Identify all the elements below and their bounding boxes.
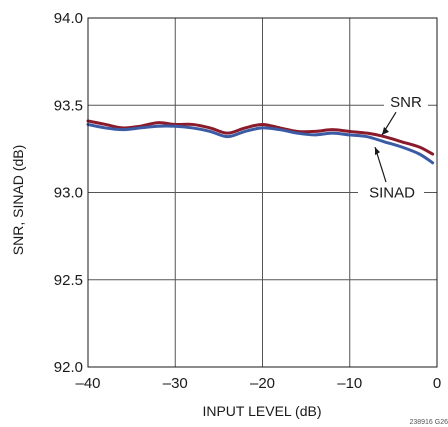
y-axis-title: SNR, SINAD (dB) <box>10 145 26 255</box>
callout-snr: SNR <box>390 94 422 111</box>
y-tick-label: 92.5 <box>54 272 83 289</box>
x-tick-label: –10 <box>337 375 362 392</box>
tick-labels: –40 –30 –20 –10 0 92.0 92.5 93.0 93.5 94.0 <box>54 10 441 392</box>
plot-frame <box>87 17 438 368</box>
x-tick-label: –20 <box>250 375 275 392</box>
y-tick-label: 93.0 <box>54 185 83 202</box>
x-tick-label: 0 <box>433 375 441 392</box>
series-line-sinad <box>86 122 435 165</box>
figure-id: 238916 G26 <box>409 419 448 426</box>
callouts: SNR SINAD <box>358 91 428 202</box>
callout-snr-arrowhead <box>382 126 389 135</box>
x-axis-title: INPUT LEVEL (dB) <box>202 403 321 419</box>
callout-sinad: SINAD <box>369 185 415 202</box>
y-tick-label: 93.5 <box>54 97 83 114</box>
y-tick-label: 92.0 <box>54 359 83 376</box>
callout-sinad-backdrop <box>358 182 424 202</box>
x-tick-label: –40 <box>75 375 100 392</box>
series-layer <box>86 119 435 165</box>
y-tick-label: 94.0 <box>54 10 83 27</box>
x-tick-label: –30 <box>163 375 188 392</box>
series-line-snr <box>86 119 435 156</box>
grid <box>88 18 437 367</box>
callout-sinad-arrowhead <box>375 147 380 156</box>
callout-snr-backdrop <box>384 91 428 111</box>
